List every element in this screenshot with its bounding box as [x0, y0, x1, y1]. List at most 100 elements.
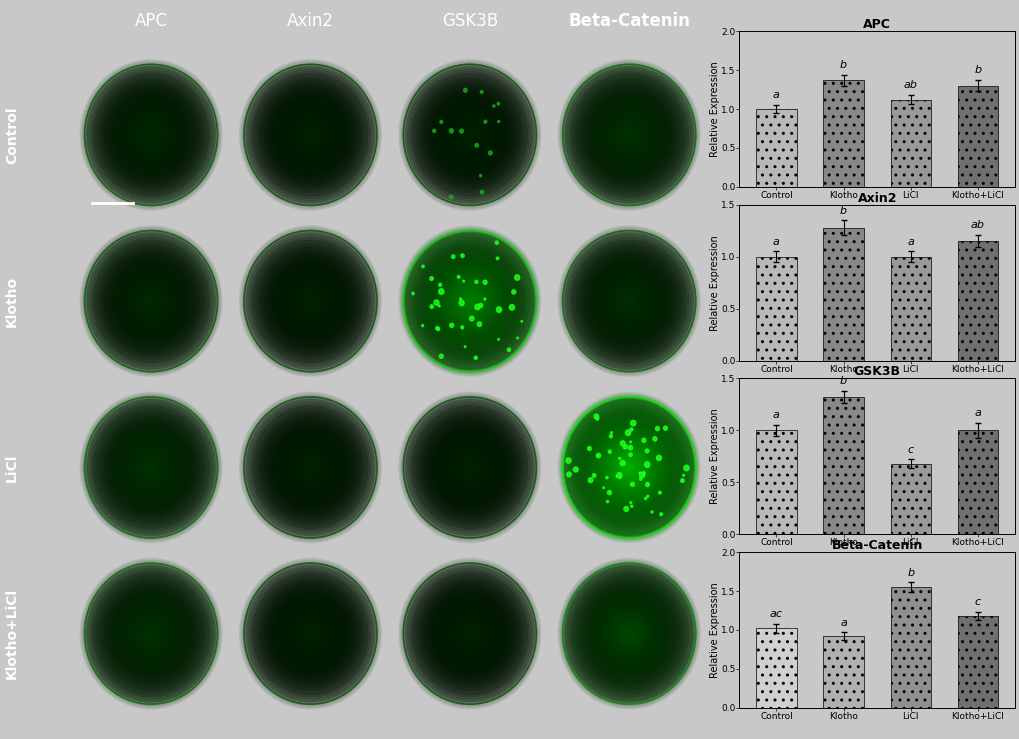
Circle shape — [262, 416, 359, 519]
Circle shape — [244, 64, 377, 205]
Circle shape — [260, 580, 361, 687]
Circle shape — [445, 608, 493, 659]
Circle shape — [569, 571, 689, 697]
Circle shape — [607, 112, 650, 158]
Circle shape — [430, 426, 508, 509]
Circle shape — [300, 456, 321, 479]
Circle shape — [433, 300, 438, 305]
Circle shape — [406, 67, 534, 203]
Circle shape — [141, 622, 161, 645]
Circle shape — [602, 440, 655, 495]
Circle shape — [83, 395, 220, 540]
Circle shape — [602, 487, 604, 488]
Circle shape — [105, 252, 198, 350]
Circle shape — [521, 321, 522, 322]
Circle shape — [290, 613, 329, 654]
Title: Axin2: Axin2 — [857, 191, 896, 205]
Circle shape — [602, 606, 655, 661]
Circle shape — [423, 86, 516, 184]
Text: Control: Control — [5, 106, 19, 163]
Circle shape — [145, 627, 157, 640]
Circle shape — [459, 300, 464, 306]
Circle shape — [578, 414, 680, 521]
Circle shape — [480, 90, 483, 93]
Circle shape — [496, 103, 499, 105]
Circle shape — [88, 566, 214, 701]
Circle shape — [105, 585, 198, 683]
Circle shape — [100, 248, 202, 355]
Circle shape — [497, 120, 499, 123]
Circle shape — [466, 131, 473, 139]
Circle shape — [459, 456, 480, 479]
Circle shape — [262, 250, 359, 353]
Circle shape — [574, 409, 684, 526]
Circle shape — [284, 440, 336, 495]
Circle shape — [85, 231, 218, 372]
Circle shape — [122, 271, 179, 331]
Circle shape — [628, 446, 632, 450]
Circle shape — [461, 254, 464, 258]
Circle shape — [141, 456, 161, 479]
Circle shape — [257, 245, 363, 358]
Circle shape — [94, 74, 209, 196]
Circle shape — [406, 565, 534, 702]
Circle shape — [441, 604, 497, 664]
Circle shape — [94, 240, 209, 362]
Circle shape — [109, 90, 193, 180]
Circle shape — [425, 587, 514, 681]
Circle shape — [430, 93, 508, 177]
Circle shape — [571, 406, 686, 528]
Circle shape — [566, 566, 692, 701]
Circle shape — [598, 269, 659, 333]
Circle shape — [298, 454, 323, 481]
Circle shape — [428, 90, 512, 180]
Circle shape — [457, 287, 482, 315]
Circle shape — [247, 566, 374, 701]
Bar — [755, 256, 796, 361]
Circle shape — [587, 589, 671, 678]
Circle shape — [405, 67, 534, 203]
Circle shape — [147, 297, 155, 305]
Circle shape — [620, 440, 625, 446]
Bar — [822, 397, 863, 534]
Circle shape — [286, 608, 334, 659]
Circle shape — [421, 250, 518, 353]
Circle shape — [404, 65, 535, 205]
Circle shape — [627, 632, 630, 636]
Circle shape — [239, 392, 381, 542]
Text: ab: ab — [970, 220, 984, 230]
Text: b: b — [906, 568, 913, 578]
Title: Beta-Catenin: Beta-Catenin — [830, 539, 922, 552]
Circle shape — [242, 561, 379, 706]
Circle shape — [143, 459, 159, 476]
Circle shape — [565, 233, 693, 370]
Circle shape — [566, 234, 692, 369]
Circle shape — [122, 105, 179, 165]
Circle shape — [464, 129, 476, 141]
Circle shape — [439, 103, 500, 167]
Circle shape — [639, 472, 644, 478]
Circle shape — [582, 252, 675, 350]
Circle shape — [421, 416, 518, 519]
Circle shape — [286, 442, 334, 493]
Circle shape — [658, 491, 660, 494]
Circle shape — [246, 565, 374, 702]
Circle shape — [293, 616, 327, 652]
Circle shape — [609, 447, 648, 488]
Circle shape — [600, 271, 657, 331]
Circle shape — [428, 423, 512, 512]
Circle shape — [598, 103, 659, 167]
Circle shape — [94, 573, 209, 695]
Circle shape — [562, 64, 695, 205]
Circle shape — [436, 266, 502, 336]
Circle shape — [253, 573, 368, 695]
Circle shape — [436, 100, 502, 170]
Circle shape — [624, 506, 628, 511]
Circle shape — [447, 444, 491, 491]
Circle shape — [87, 233, 215, 370]
Circle shape — [284, 606, 336, 661]
Circle shape — [560, 63, 696, 207]
Circle shape — [136, 452, 166, 483]
Circle shape — [275, 98, 345, 172]
Circle shape — [403, 64, 536, 205]
